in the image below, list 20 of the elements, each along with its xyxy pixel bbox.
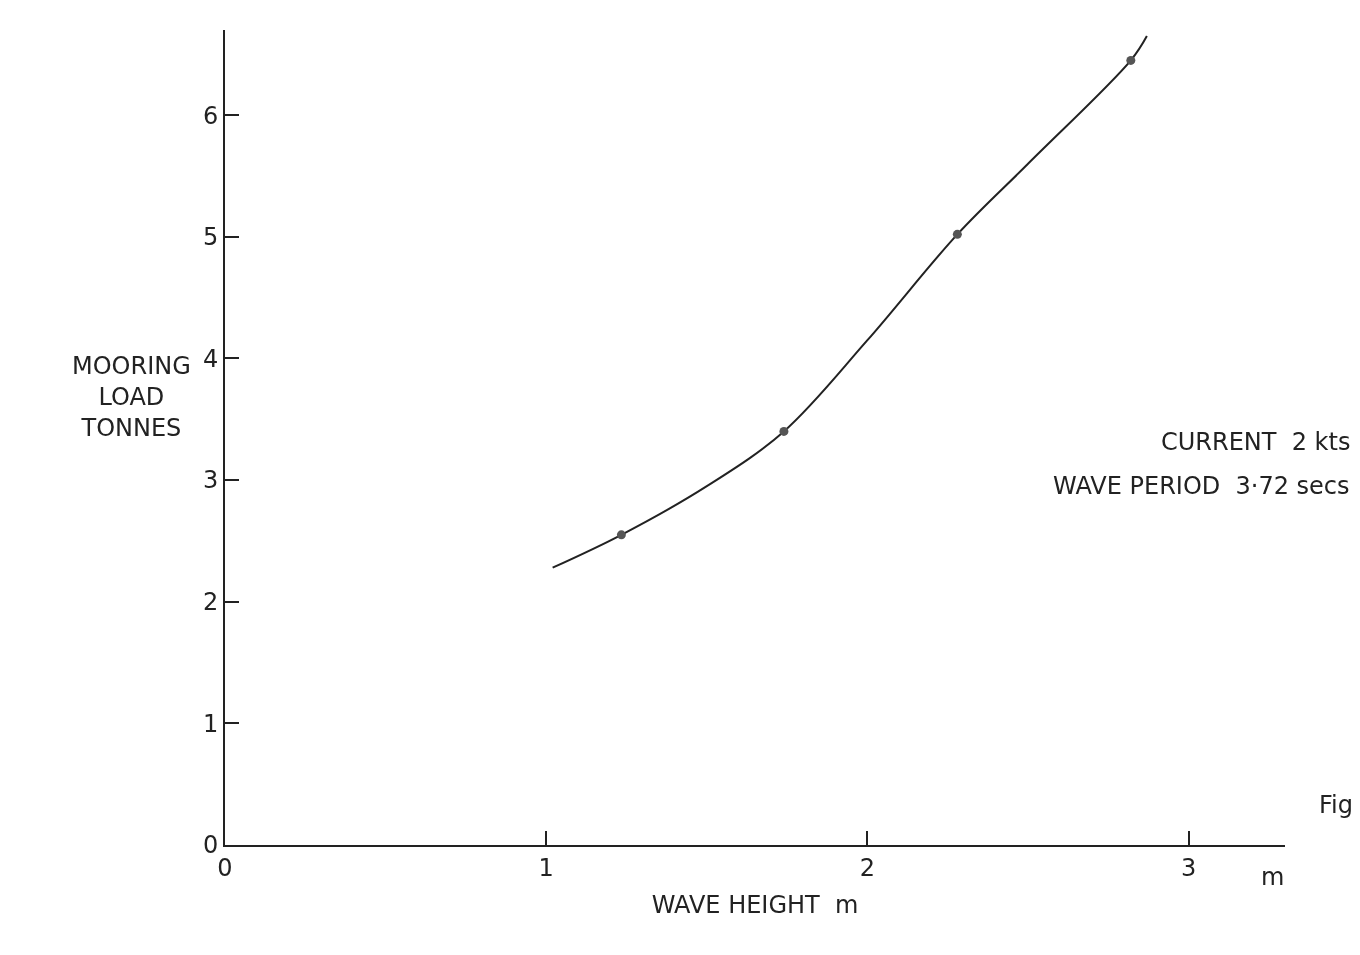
y-tick-label: 3 <box>202 466 219 495</box>
y-tick-label: 5 <box>202 223 219 252</box>
text: m <box>1261 863 1285 891</box>
x-tick-label: 2 <box>859 853 876 882</box>
text: Fig <box>1319 791 1353 819</box>
y-axis-title: MOORING LOAD TONNES <box>72 352 191 443</box>
point <box>616 530 626 540</box>
x-axis-title: WAVE HEIGHT m <box>651 890 859 919</box>
point <box>952 229 962 239</box>
point <box>1126 55 1136 65</box>
y-tick-label: 4 <box>202 344 219 373</box>
y-tick-label: 1 <box>202 709 219 738</box>
annotation: CURRENT 2 kts <box>1161 428 1351 456</box>
x-tick-label: 3 <box>1181 853 1197 882</box>
annotation: WAVE PERIOD 3·72 secs <box>1053 472 1350 500</box>
y-tick-label: 2 <box>202 588 219 617</box>
point <box>779 426 789 436</box>
y-tick-label: 0 <box>202 831 219 860</box>
y-tick-label: 6 <box>202 101 219 130</box>
x-tick-label: 1 <box>538 853 554 882</box>
